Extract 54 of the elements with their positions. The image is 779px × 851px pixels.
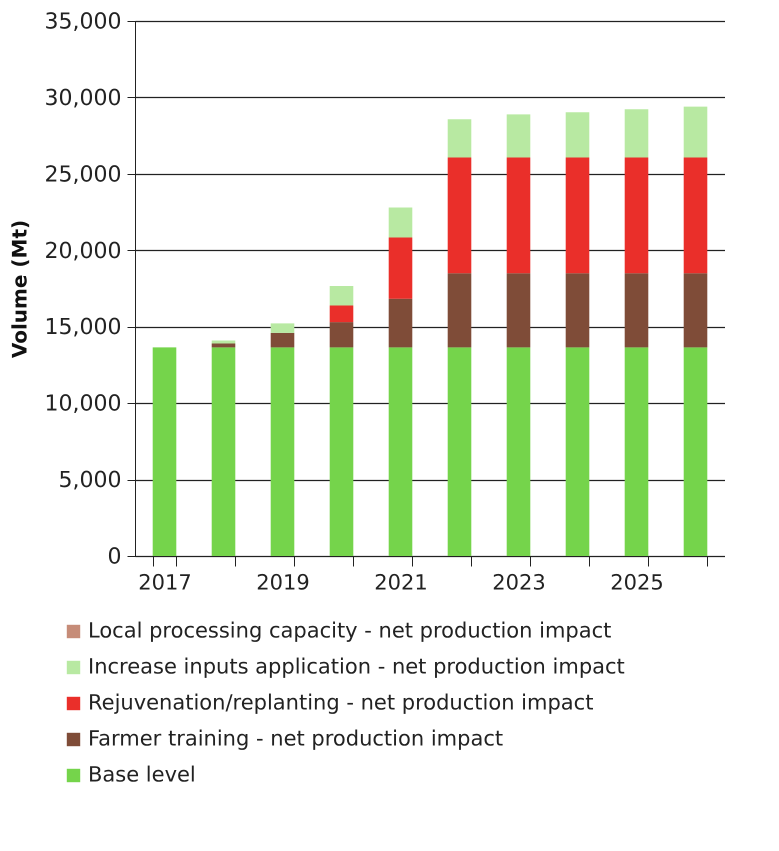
bar	[330, 322, 354, 348]
y-axis-title: Volume (Mt)	[8, 220, 32, 358]
bar	[684, 273, 708, 348]
x-tick-label: 2025	[610, 570, 664, 594]
bar	[388, 207, 412, 238]
bar	[448, 119, 472, 158]
bar	[624, 109, 648, 158]
legend-label: Increase inputs application - net production impact	[88, 654, 625, 678]
bar	[330, 286, 354, 306]
bar	[506, 158, 530, 274]
bar	[684, 347, 708, 556]
y-tick-label: 35,000	[44, 10, 122, 34]
bar	[448, 158, 472, 274]
bar	[152, 347, 176, 556]
y-tick-label: 30,000	[44, 86, 122, 111]
legend-label: Farmer training - net production impact	[88, 726, 504, 750]
y-tick-label: 20,000	[44, 238, 122, 264]
bar	[448, 347, 472, 556]
bar	[330, 305, 354, 322]
y-tick-label: 25,000	[44, 162, 122, 188]
bar	[212, 347, 236, 556]
bar	[624, 158, 648, 274]
bar	[506, 347, 530, 556]
x-tick-label: 2021	[374, 570, 428, 594]
bar	[684, 158, 708, 274]
bar	[624, 347, 648, 556]
x-tick-label: 2019	[256, 570, 310, 594]
bar	[212, 340, 236, 344]
bar	[566, 158, 590, 274]
bar	[388, 298, 412, 348]
bar	[388, 347, 412, 556]
y-tick-label: 5,000	[58, 468, 122, 494]
bar	[566, 112, 590, 158]
bar	[506, 273, 530, 348]
bar	[270, 323, 294, 333]
bar	[506, 114, 530, 158]
bar	[566, 347, 590, 556]
bar	[330, 347, 354, 556]
y-tick-label: 10,000	[44, 392, 122, 417]
bar	[270, 347, 294, 556]
legend-label: Local processing capacity - net production impact	[88, 618, 612, 642]
y-tick-label: 15,000	[44, 315, 122, 340]
bar	[448, 273, 472, 348]
y-tick-label: 0	[108, 544, 122, 570]
x-tick-label: 2017	[138, 570, 192, 594]
legend-label: Rejuvenation/replanting - net production impact	[88, 690, 594, 714]
bar	[624, 273, 648, 348]
bar	[270, 332, 294, 348]
bar	[684, 106, 708, 158]
legend-label: Base level	[88, 762, 196, 786]
x-tick-label: 2023	[492, 570, 546, 594]
bar	[388, 237, 412, 299]
bar	[212, 344, 236, 348]
bar	[566, 273, 590, 348]
